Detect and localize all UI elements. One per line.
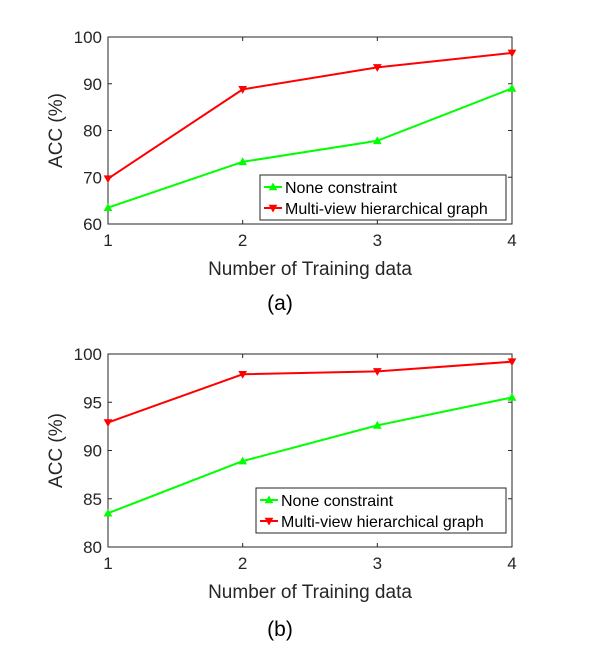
data-point <box>372 368 382 376</box>
legend-label: None constraint <box>285 180 398 197</box>
series-line-1 <box>107 360 513 424</box>
x-tick-label: 4 <box>507 231 516 250</box>
y-tick-label: 85 <box>83 490 102 509</box>
y-tick-label: 95 <box>83 393 102 412</box>
legend-marker <box>268 182 278 191</box>
x-axis-label: Number of Training data <box>208 582 412 603</box>
data-point <box>103 508 113 517</box>
y-tick-label: 80 <box>83 122 102 141</box>
y-tick-label: 60 <box>83 215 102 234</box>
chart-panel-b: 1 2 3 4 80 85 90 95 100 None constraint Multi-view… <box>46 345 517 641</box>
y-axis-label: ACC (%) <box>46 93 67 168</box>
data-point <box>238 456 248 465</box>
y-tick-label: 90 <box>83 442 102 461</box>
data-point <box>507 83 517 92</box>
data-point <box>238 86 248 94</box>
x-tick-label: 1 <box>103 231 112 250</box>
x-tick-label: 2 <box>238 231 247 250</box>
y-axis-label: ACC (%) <box>46 413 67 488</box>
y-tick-label: 90 <box>83 75 102 94</box>
y-tick-label: 80 <box>83 538 102 557</box>
data-point <box>238 370 248 379</box>
data-point <box>372 136 382 145</box>
x-axis-label: Number of Training data <box>208 259 412 280</box>
legend: None constraint Multi-view hierarchical g… <box>255 487 507 534</box>
y-tick-label: 70 <box>83 168 102 187</box>
y-tick-label: 100 <box>74 345 102 364</box>
data-point <box>103 419 113 428</box>
legend-marker <box>268 204 278 213</box>
data-point <box>103 175 113 184</box>
data-point <box>507 49 517 58</box>
legend-box <box>255 487 507 534</box>
legend-label: Multi-view hierarchical graph <box>281 514 484 531</box>
chart-panel-a: 1 2 3 4 60 70 80 90 100 None constraint Multi-view… <box>46 28 517 315</box>
panel-caption: (b) <box>267 618 293 641</box>
data-point <box>372 420 382 429</box>
legend-box <box>259 174 507 221</box>
data-point <box>507 358 517 367</box>
panel-caption: (a) <box>267 292 293 315</box>
legend-marker <box>264 495 274 504</box>
data-point <box>507 392 517 401</box>
data-point <box>238 157 248 166</box>
series-line-0 <box>107 396 513 515</box>
x-tick-label: 3 <box>373 231 382 250</box>
x-tick-label: 1 <box>103 554 112 573</box>
legend: None constraint Multi-view hierarchical g… <box>259 174 507 221</box>
x-tick-label: 4 <box>507 554 516 573</box>
legend-marker <box>264 517 274 526</box>
y-tick-label: 100 <box>74 28 102 47</box>
legend-label: None constraint <box>281 493 394 510</box>
series-line-0 <box>107 87 513 209</box>
x-tick-label: 3 <box>373 554 382 573</box>
x-tick-label: 2 <box>238 554 247 573</box>
data-point <box>372 64 382 72</box>
data-point <box>103 203 113 211</box>
legend-label: Multi-view hierarchical graph <box>285 201 488 218</box>
series-line-1 <box>107 51 513 180</box>
